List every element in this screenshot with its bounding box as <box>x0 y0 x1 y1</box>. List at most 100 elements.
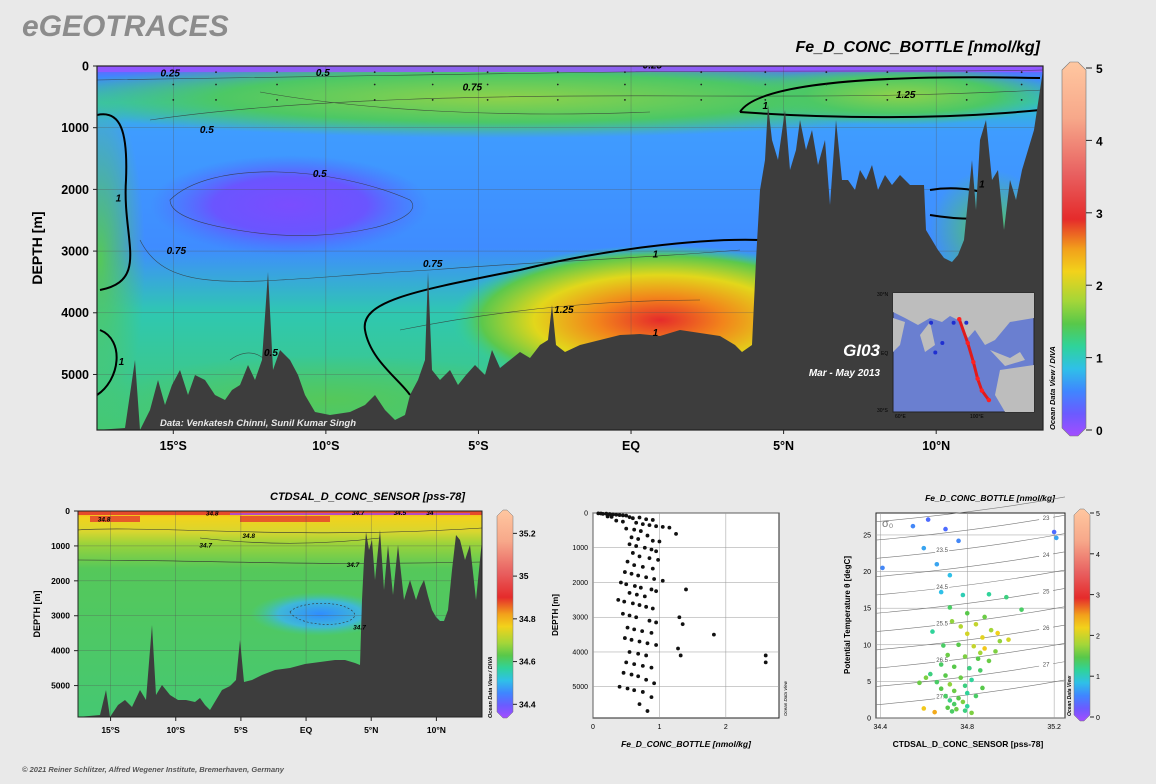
profile-point <box>622 636 627 640</box>
contour-label: 34.7 <box>352 510 365 517</box>
profile-point <box>627 542 632 547</box>
inset-lat-30s: 30°S <box>877 408 889 414</box>
main-colorbar: 0 1 2 3 4 5 Ocean Data View / DIVA <box>1048 61 1103 438</box>
contour-label: 34.7 <box>199 543 212 550</box>
sample-dot <box>215 83 217 86</box>
profile-point <box>644 653 649 658</box>
sample-dot <box>276 71 278 74</box>
ts-point <box>880 565 885 571</box>
ts-point <box>997 638 1003 644</box>
x-tick-label: 0 <box>591 724 595 731</box>
inset-lon-100e: 100°E <box>970 414 984 420</box>
ts-points <box>880 517 1059 716</box>
profile-point <box>649 665 654 670</box>
profile-point <box>636 573 641 578</box>
x-tick-label: 1 <box>657 724 661 731</box>
ts-point <box>925 517 931 522</box>
ts-point <box>934 561 940 567</box>
profile-point <box>647 618 652 623</box>
profile-point <box>614 512 619 517</box>
contour-label: 1.25 <box>896 90 916 101</box>
salinity-contours <box>78 527 482 625</box>
contour-label: 34.8 <box>98 516 111 523</box>
profile-point <box>642 545 647 550</box>
profile-point <box>640 522 645 527</box>
sample-dot <box>886 99 889 101</box>
profile-point <box>627 650 632 654</box>
salinity-contour-labels: 34.8 34.8 34.7 34.5 34 34.8 34.7 34.7 34.7 <box>98 510 434 632</box>
profile-point <box>627 613 632 618</box>
x-tick-label: 10°N <box>922 439 950 453</box>
salinity-chart-title: CTDSAL_D_CONC_SENSOR [pss-78] <box>270 491 465 503</box>
colorbar-tick-label: 2 <box>1096 279 1103 293</box>
ts-point <box>980 635 985 640</box>
y-tick-label: 2000 <box>51 576 70 586</box>
ts-point <box>973 621 979 627</box>
copyright-text: © 2021 Reiner Schlitzer, Alfred Wegener … <box>22 765 285 774</box>
sample-dot <box>700 99 703 101</box>
profile-point <box>609 514 614 519</box>
ts-point <box>977 650 983 656</box>
profile-point <box>630 516 635 521</box>
profile-point <box>649 695 654 700</box>
sigma-label: 25.5 <box>936 621 948 627</box>
profile-point <box>656 558 660 562</box>
sample-dot <box>172 99 175 101</box>
ts-point <box>943 693 948 699</box>
ts-point <box>938 662 944 667</box>
sample-dot <box>431 99 434 101</box>
ts-point <box>982 614 987 620</box>
y-tick-label: 0 <box>867 716 871 723</box>
y-tick-label: 2000 <box>572 580 588 587</box>
sample-dot <box>624 71 626 74</box>
ts-xlabel: CTDSAL_D_CONC_SENSOR [pss-78] <box>893 739 1044 749</box>
ts-point <box>962 708 968 713</box>
sample-dot <box>431 71 434 74</box>
profile-scatter-chart: 0 1 2 0 1000 2000 3000 4000 5000 DEPTH [m] Fe_D_… <box>551 511 788 750</box>
profile-point <box>637 639 642 644</box>
profile-point <box>640 564 645 569</box>
contour-label: 1.25 <box>554 305 574 316</box>
ts-point <box>917 680 922 686</box>
profile-point <box>654 524 659 529</box>
profile-point <box>660 524 665 529</box>
profile-point <box>629 672 634 677</box>
ts-point <box>969 710 974 716</box>
x-tick-label: EQ <box>622 439 640 453</box>
main-section-chart: Fe_D_CONC_BOTTLE [nmol/kg] <box>29 39 1103 453</box>
sample-dot <box>764 83 767 86</box>
ts-point <box>962 683 968 689</box>
colorbar-tick-label: 5 <box>1096 511 1100 518</box>
profile-point <box>647 523 652 528</box>
sample-dot <box>373 71 376 74</box>
ts-point <box>938 686 944 692</box>
ts-point <box>947 605 953 610</box>
profile-point <box>637 515 642 520</box>
colorbar-tick-label: 0 <box>1096 424 1103 438</box>
profile-point <box>617 513 622 517</box>
ts-point <box>964 703 970 709</box>
salinity-ylabel: DEPTH [m] <box>32 590 42 637</box>
ts-point <box>980 685 985 691</box>
sigma-isoline <box>875 496 1066 523</box>
inset-lat-30n: 30°N <box>877 292 889 298</box>
profile-point <box>627 591 632 595</box>
x-tick-label: 10°S <box>166 725 185 735</box>
ts-point <box>960 699 966 705</box>
sample-dot <box>215 71 217 74</box>
y-tick-label: 4000 <box>61 306 89 320</box>
profile-point <box>637 554 642 559</box>
ts-point <box>947 698 953 703</box>
ts-point <box>928 671 933 677</box>
profile-xlabel: Fe_D_CONC_BOTTLE [nmol/kg] <box>621 739 752 749</box>
main-bathymetry <box>97 70 1043 430</box>
profile-point <box>634 520 639 525</box>
x-tick-label: 5°S <box>234 725 248 735</box>
inset-track-station <box>979 388 985 393</box>
contour-label: 1 <box>119 357 125 368</box>
ts-point <box>951 664 957 670</box>
ts-point <box>960 592 966 598</box>
inset-track-station <box>986 397 992 403</box>
ts-point <box>958 675 964 681</box>
